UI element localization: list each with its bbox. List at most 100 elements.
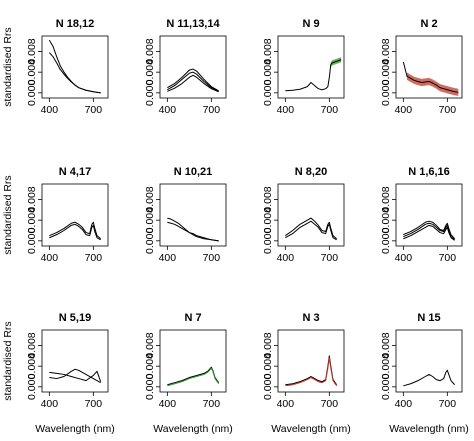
x-tick-label: 700: [203, 398, 221, 410]
x-tick-label: 400: [41, 104, 59, 116]
y-tick-label: 0.008: [26, 186, 38, 212]
y-tick-label: 0.004: [380, 353, 392, 379]
y-tick-label: 0.000: [144, 228, 156, 254]
series-line: [403, 369, 456, 387]
y-tick-label: 0.000: [262, 228, 274, 254]
y-tick-label: 0.008: [262, 332, 274, 358]
y-tick-label: 0.008: [144, 186, 156, 212]
series-line: [403, 222, 455, 241]
x-axis-label: Wavelength (nm): [271, 423, 351, 435]
x-tick-label: 400: [277, 398, 295, 410]
panel-title: N 8,20: [295, 166, 327, 178]
x-tick-label: 700: [439, 252, 457, 264]
y-tick-label: 0.004: [144, 207, 156, 233]
y-axis-label: standardised Rrs: [2, 321, 14, 400]
x-axis-label: Wavelength (nm): [35, 423, 115, 435]
x-tick-label: 700: [203, 252, 221, 264]
y-tick-label: 0.008: [144, 38, 156, 64]
panel-title: N 11,13,14: [166, 18, 220, 30]
x-tick-label: 700: [85, 104, 103, 116]
series-line: [285, 357, 338, 387]
x-tick-label: 700: [203, 104, 221, 116]
series-line: [167, 74, 219, 93]
series-line: [167, 221, 219, 242]
series-line: [167, 217, 219, 242]
y-tick-label: 0.004: [262, 353, 274, 379]
y-tick-label: 0.004: [262, 59, 274, 85]
series-line: [167, 366, 220, 386]
x-tick-label: 400: [277, 104, 295, 116]
x-tick-label: 700: [321, 252, 339, 264]
y-tick-label: 0.000: [144, 374, 156, 400]
x-tick-label: 700: [321, 104, 339, 116]
x-tick-label: 400: [41, 398, 59, 410]
series-band: [407, 72, 459, 96]
panel-title: N 5,19: [59, 312, 91, 324]
y-tick-label: 0.000: [26, 374, 38, 400]
y-tick-label: 0.004: [380, 207, 392, 233]
series-line: [48, 52, 101, 94]
series-line: [403, 220, 456, 240]
panel-title: N 18,12: [56, 18, 95, 30]
x-tick-label: 700: [85, 398, 103, 410]
y-tick-label: 0.000: [26, 228, 38, 254]
panel-title: N 3: [302, 312, 319, 324]
plot-frame: [277, 329, 345, 393]
y-tick-label: 0.004: [144, 59, 156, 85]
y-tick-label: 0.008: [380, 186, 392, 212]
plot-frame: [395, 329, 463, 393]
y-tick-label: 0.004: [144, 353, 156, 379]
panel-title: N 7: [184, 312, 201, 324]
x-tick-label: 700: [439, 398, 457, 410]
x-tick-label: 400: [395, 252, 413, 264]
x-tick-label: 700: [85, 252, 103, 264]
x-tick-label: 400: [277, 252, 295, 264]
y-tick-label: 0.004: [26, 207, 38, 233]
panel-title: N 1,6,16: [408, 166, 450, 178]
x-tick-label: 400: [159, 252, 177, 264]
x-tick-label: 400: [159, 104, 177, 116]
series-line: [285, 220, 337, 241]
y-tick-label: 0.008: [262, 38, 274, 64]
plot-frame: [159, 183, 227, 247]
series-line: [49, 221, 101, 240]
series-line: [167, 71, 219, 92]
x-tick-label: 400: [395, 398, 413, 410]
plot-frame: [41, 329, 109, 393]
series-line: [49, 370, 102, 382]
plot-frame: [41, 183, 109, 247]
y-tick-label: 0.000: [262, 80, 274, 106]
y-tick-label: 0.008: [380, 332, 392, 358]
x-tick-label: 400: [395, 104, 413, 116]
plot-frame: [395, 35, 463, 99]
y-tick-label: 0.008: [144, 332, 156, 358]
panel-title: N 10,21: [174, 166, 213, 178]
panel-title: N 4,17: [59, 166, 91, 178]
x-tick-label: 400: [159, 398, 177, 410]
plot-frame: [159, 35, 227, 99]
y-tick-label: 0.008: [26, 38, 38, 64]
panel-title: N 2: [420, 18, 437, 30]
plot-frame: [395, 183, 463, 247]
y-tick-label: 0.004: [262, 207, 274, 233]
y-tick-label: 0.008: [262, 186, 274, 212]
x-axis-label: Wavelength (nm): [389, 423, 469, 435]
series-line: [167, 367, 220, 387]
plot-frame: [41, 35, 109, 99]
plot-frame: [277, 35, 345, 99]
series-line: [403, 224, 455, 241]
series-line: [285, 59, 342, 92]
y-axis-label: standardised Rrs: [2, 175, 14, 254]
